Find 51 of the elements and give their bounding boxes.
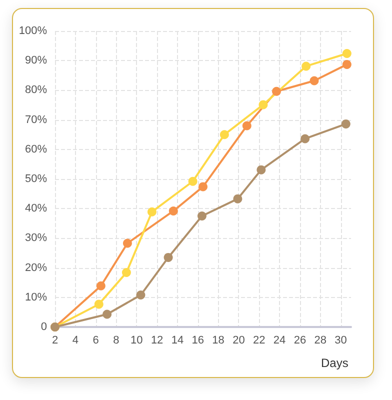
- point: [122, 268, 131, 278]
- x-axis-title: Days: [321, 356, 348, 370]
- point: [256, 165, 266, 174]
- point: [147, 207, 156, 216]
- x-tick-label: 14: [171, 334, 184, 346]
- y-tick-label: 90%: [24, 54, 48, 67]
- point: [233, 194, 242, 204]
- point: [342, 49, 352, 58]
- point: [302, 62, 311, 71]
- point: [220, 130, 229, 140]
- y-tick-label: 80%: [24, 84, 48, 96]
- point: [136, 290, 146, 300]
- point: [94, 300, 104, 309]
- y-tick-label: 10%: [24, 291, 48, 304]
- y-tick-label: 30%: [24, 232, 48, 244]
- point: [122, 238, 132, 248]
- point: [272, 86, 281, 96]
- x-tick-label: 22: [253, 334, 266, 346]
- y-tick-label: 40%: [24, 202, 48, 215]
- point: [341, 119, 350, 128]
- y-tick-label: 20%: [24, 262, 48, 274]
- y-tick-label: 100%: [18, 25, 48, 37]
- x-tick-label: 24: [273, 334, 286, 346]
- y-tick-label: 60%: [24, 143, 48, 156]
- x-tick-label: 12: [150, 334, 164, 346]
- point: [242, 121, 252, 130]
- x-tick-label: 2: [52, 334, 58, 346]
- x-tick-label: 30: [334, 334, 347, 346]
- x-tick-label: 10: [130, 334, 143, 346]
- point: [197, 212, 206, 220]
- point: [310, 76, 319, 86]
- y-tick-label: 0: [40, 321, 47, 333]
- point: [342, 60, 352, 69]
- x-tick-label: 20: [232, 334, 245, 346]
- y-tick-label: 70%: [24, 114, 48, 126]
- y-tick-label: 50%: [24, 173, 48, 185]
- x-tick-label: 28: [314, 334, 327, 346]
- x-tick-label: 8: [113, 334, 120, 346]
- point: [164, 252, 173, 262]
- x-tick-label: 6: [92, 334, 99, 346]
- x-tick-label: 4: [72, 334, 78, 346]
- x-tick-label: 16: [192, 334, 204, 346]
- point: [96, 281, 106, 290]
- x-tick-label: 18: [212, 334, 224, 346]
- point: [102, 310, 112, 319]
- point: [168, 206, 178, 216]
- point: [258, 100, 268, 110]
- point: [300, 134, 310, 144]
- point: [198, 182, 208, 192]
- x-tick-label: 26: [294, 334, 306, 346]
- point: [188, 176, 198, 186]
